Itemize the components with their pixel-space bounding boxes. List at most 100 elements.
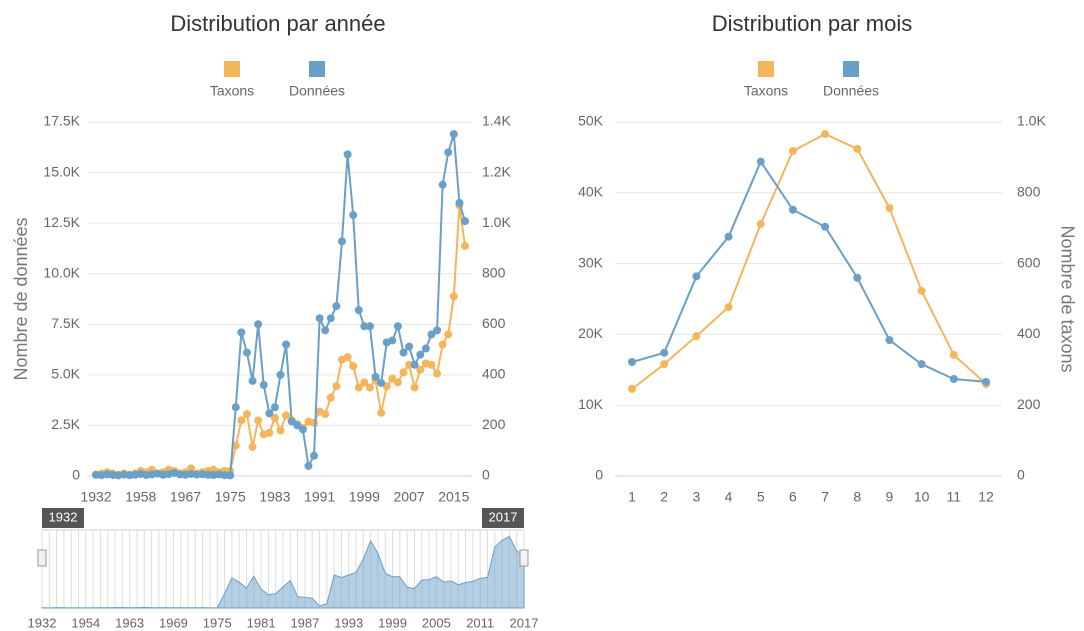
point <box>692 332 701 341</box>
x-tick-label: 3 <box>692 489 700 505</box>
point <box>365 322 374 331</box>
y2-tick-label: 800 <box>1017 184 1041 200</box>
x-tick-label: 2015 <box>438 489 469 505</box>
legend-label: Données <box>823 83 879 99</box>
point <box>917 286 926 295</box>
range-handle[interactable] <box>519 549 529 567</box>
point <box>399 348 408 357</box>
point <box>399 368 408 377</box>
point <box>282 340 291 349</box>
point <box>265 409 274 418</box>
point <box>354 306 363 315</box>
range-handle-label-bg <box>482 508 524 528</box>
navigator-tick-label: 1999 <box>378 615 407 630</box>
point <box>388 374 397 383</box>
point <box>821 130 830 139</box>
y-tick-label: 7.5K <box>51 315 80 331</box>
y2-tick-label: 800 <box>482 264 506 280</box>
y-tick-label: 10.0K <box>43 264 80 280</box>
legend-label: Taxons <box>744 83 788 99</box>
point <box>248 376 257 385</box>
point <box>885 204 894 213</box>
chart-title: Distribution par année <box>170 11 385 36</box>
navigator-tick-label: 1954 <box>71 615 100 630</box>
point <box>461 217 469 226</box>
x-tick-label: 11 <box>947 489 962 505</box>
point <box>270 413 279 422</box>
point <box>788 147 797 156</box>
range-handle-label: 1932 <box>49 509 78 524</box>
x-tick-label: 2 <box>660 489 668 505</box>
x-tick-label: 12 <box>978 489 994 505</box>
point <box>237 328 246 337</box>
point <box>321 410 330 419</box>
point <box>660 360 669 369</box>
y2-tick-label: 0 <box>1017 467 1025 483</box>
point <box>628 384 636 393</box>
point <box>282 411 291 420</box>
y-axis-title: Nombre de données <box>11 217 31 380</box>
y2-tick-label: 600 <box>1017 254 1041 270</box>
y-tick-label: 0 <box>595 467 603 483</box>
point <box>853 144 862 153</box>
navigator-tick-label: 1963 <box>115 615 144 630</box>
point <box>461 241 469 250</box>
navigator-tick-label: 1993 <box>334 615 363 630</box>
range-handle[interactable] <box>37 549 47 567</box>
legend-swatch <box>224 61 240 77</box>
x-tick-label: 9 <box>886 489 894 505</box>
point <box>259 380 268 389</box>
legend-label: Taxons <box>210 83 254 99</box>
x-tick-label: 1999 <box>349 489 380 505</box>
point <box>226 471 235 480</box>
point <box>326 393 335 402</box>
point <box>756 219 765 228</box>
x-tick-label: 1 <box>628 489 636 505</box>
point <box>949 375 958 384</box>
point <box>332 382 341 391</box>
y2-tick-label: 1.0K <box>1017 113 1046 129</box>
point <box>310 451 319 460</box>
navigator-tick-label: 1975 <box>203 615 232 630</box>
point <box>270 403 279 412</box>
point <box>371 372 380 381</box>
x-tick-label: 5 <box>757 489 765 505</box>
y-tick-label: 50K <box>578 113 604 129</box>
point <box>187 464 196 473</box>
y-tick-label: 17.5K <box>43 113 80 129</box>
x-tick-label: 1958 <box>125 489 156 505</box>
point <box>393 378 402 387</box>
point <box>343 150 352 159</box>
point <box>254 320 263 329</box>
range-handle-label: 2017 <box>489 509 518 524</box>
point <box>410 360 419 369</box>
point <box>821 222 830 231</box>
navigator-tick-label: 2005 <box>422 615 451 630</box>
series-line <box>95 133 466 477</box>
point <box>438 340 447 349</box>
y-tick-label: 5.0K <box>51 366 80 382</box>
point <box>315 314 324 323</box>
navigator-area <box>41 535 525 609</box>
point <box>360 322 369 331</box>
point <box>293 421 302 430</box>
point <box>438 180 447 189</box>
point <box>692 272 701 281</box>
navigator-tick-label: 1969 <box>159 615 188 630</box>
point <box>416 365 425 374</box>
x-tick-label: 2007 <box>394 489 425 505</box>
point <box>377 378 386 387</box>
point <box>338 237 346 246</box>
point <box>788 205 797 214</box>
x-tick-label: 1932 <box>80 489 111 505</box>
point <box>287 417 296 426</box>
point <box>949 350 958 359</box>
point <box>321 326 330 335</box>
point <box>220 471 229 480</box>
y-tick-label: 15.0K <box>43 163 80 179</box>
point <box>276 370 285 379</box>
navigator-tick-label: 1932 <box>28 615 57 630</box>
point <box>885 336 894 345</box>
point <box>242 410 251 419</box>
